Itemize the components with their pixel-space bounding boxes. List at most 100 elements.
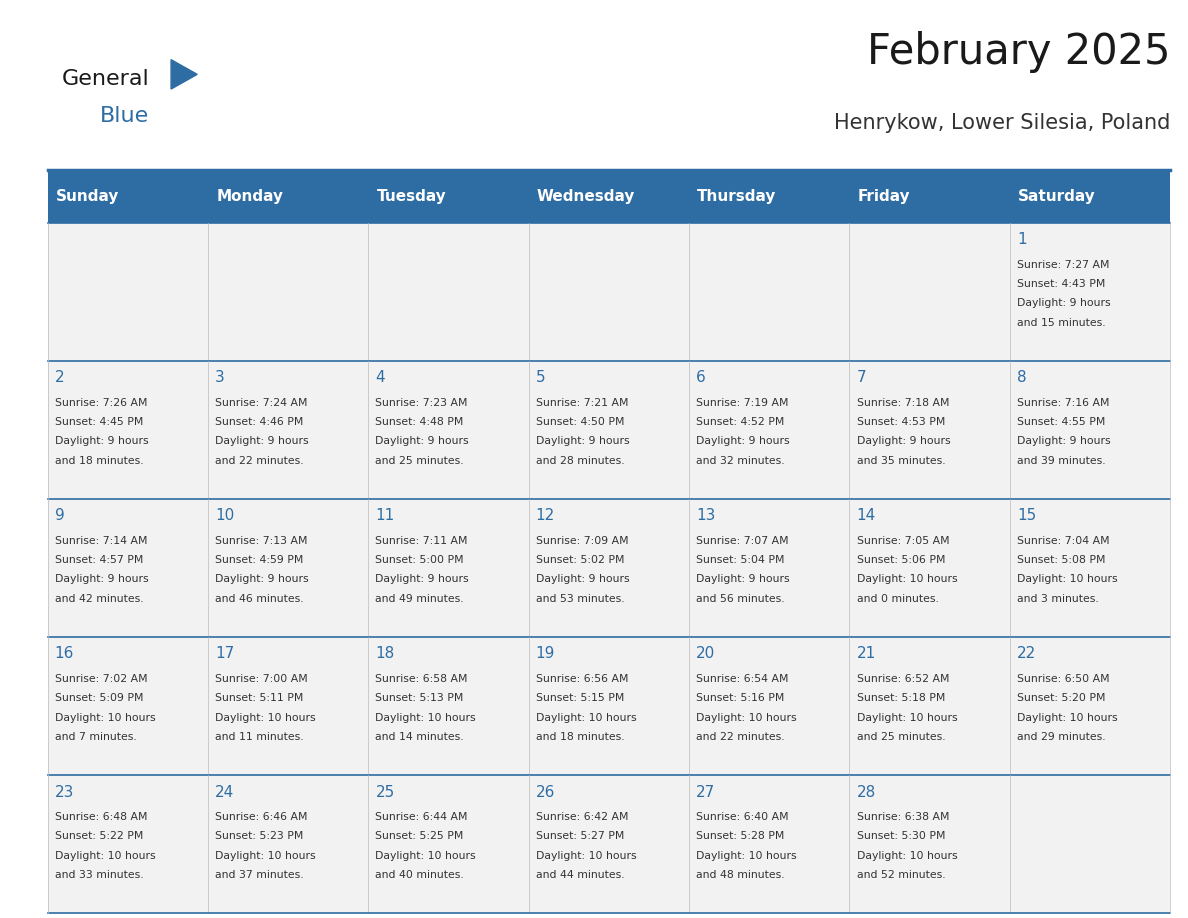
Text: Daylight: 10 hours: Daylight: 10 hours xyxy=(375,851,476,860)
Text: and 25 minutes.: and 25 minutes. xyxy=(857,732,946,742)
Text: Sunrise: 7:18 AM: Sunrise: 7:18 AM xyxy=(857,397,949,408)
Bar xyxy=(689,361,849,499)
Text: Henrykow, Lower Silesia, Poland: Henrykow, Lower Silesia, Poland xyxy=(834,113,1170,133)
Text: and 18 minutes.: and 18 minutes. xyxy=(55,455,144,465)
Text: and 14 minutes.: and 14 minutes. xyxy=(375,732,465,742)
Bar xyxy=(849,637,1010,776)
Text: February 2025: February 2025 xyxy=(867,31,1170,73)
Text: Daylight: 9 hours: Daylight: 9 hours xyxy=(215,575,309,585)
Text: Daylight: 9 hours: Daylight: 9 hours xyxy=(536,575,630,585)
Bar xyxy=(48,637,208,776)
Text: Friday: Friday xyxy=(858,189,910,204)
Text: Sunset: 5:04 PM: Sunset: 5:04 PM xyxy=(696,555,784,565)
Text: and 48 minutes.: and 48 minutes. xyxy=(696,870,785,879)
Text: Sunrise: 7:14 AM: Sunrise: 7:14 AM xyxy=(55,536,147,546)
Text: and 29 minutes.: and 29 minutes. xyxy=(1017,732,1106,742)
Text: Sunset: 4:46 PM: Sunset: 4:46 PM xyxy=(215,417,303,427)
Bar xyxy=(1010,361,1170,499)
Text: and 37 minutes.: and 37 minutes. xyxy=(215,870,304,879)
Text: 18: 18 xyxy=(375,646,394,662)
Text: 7: 7 xyxy=(857,370,866,386)
Text: Daylight: 10 hours: Daylight: 10 hours xyxy=(696,712,797,722)
Text: Daylight: 9 hours: Daylight: 9 hours xyxy=(375,436,469,446)
Text: Sunset: 4:45 PM: Sunset: 4:45 PM xyxy=(55,417,143,427)
Text: 15: 15 xyxy=(1017,509,1036,523)
Text: and 46 minutes.: and 46 minutes. xyxy=(215,594,304,604)
Text: and 52 minutes.: and 52 minutes. xyxy=(857,870,946,879)
Text: 19: 19 xyxy=(536,646,555,662)
Text: and 0 minutes.: and 0 minutes. xyxy=(857,594,939,604)
Text: and 28 minutes.: and 28 minutes. xyxy=(536,455,625,465)
Bar xyxy=(529,499,689,637)
Text: 9: 9 xyxy=(55,509,64,523)
Text: Sunset: 5:28 PM: Sunset: 5:28 PM xyxy=(696,832,784,841)
Bar xyxy=(208,776,368,913)
Text: Sunset: 5:16 PM: Sunset: 5:16 PM xyxy=(696,693,784,703)
Text: 4: 4 xyxy=(375,370,385,386)
Text: Sunset: 5:08 PM: Sunset: 5:08 PM xyxy=(1017,555,1105,565)
Bar xyxy=(208,637,368,776)
Text: Sunset: 5:20 PM: Sunset: 5:20 PM xyxy=(1017,693,1105,703)
Text: 20: 20 xyxy=(696,646,715,662)
Text: Daylight: 10 hours: Daylight: 10 hours xyxy=(215,851,316,860)
Text: Daylight: 9 hours: Daylight: 9 hours xyxy=(1017,298,1111,308)
Text: and 15 minutes.: and 15 minutes. xyxy=(1017,318,1106,328)
Text: and 35 minutes.: and 35 minutes. xyxy=(857,455,946,465)
Text: and 25 minutes.: and 25 minutes. xyxy=(375,455,465,465)
Text: Daylight: 9 hours: Daylight: 9 hours xyxy=(696,575,790,585)
Text: 11: 11 xyxy=(375,509,394,523)
Bar xyxy=(689,637,849,776)
Text: Daylight: 10 hours: Daylight: 10 hours xyxy=(215,712,316,722)
Text: Sunset: 5:11 PM: Sunset: 5:11 PM xyxy=(215,693,303,703)
Text: Sunrise: 7:27 AM: Sunrise: 7:27 AM xyxy=(1017,260,1110,270)
Text: Sunset: 4:57 PM: Sunset: 4:57 PM xyxy=(55,555,143,565)
Text: Sunset: 4:53 PM: Sunset: 4:53 PM xyxy=(857,417,944,427)
Text: General: General xyxy=(62,69,150,89)
Text: Sunset: 5:13 PM: Sunset: 5:13 PM xyxy=(375,693,463,703)
Text: Sunset: 5:02 PM: Sunset: 5:02 PM xyxy=(536,555,624,565)
Text: Sunrise: 6:42 AM: Sunrise: 6:42 AM xyxy=(536,812,628,822)
Text: 26: 26 xyxy=(536,785,555,800)
Text: Daylight: 9 hours: Daylight: 9 hours xyxy=(857,436,950,446)
Text: Sunset: 4:52 PM: Sunset: 4:52 PM xyxy=(696,417,784,427)
Text: Sunset: 5:15 PM: Sunset: 5:15 PM xyxy=(536,693,624,703)
Bar xyxy=(208,361,368,499)
Text: Sunset: 5:23 PM: Sunset: 5:23 PM xyxy=(215,832,303,841)
Text: 12: 12 xyxy=(536,509,555,523)
Text: Sunrise: 6:44 AM: Sunrise: 6:44 AM xyxy=(375,812,468,822)
Text: and 18 minutes.: and 18 minutes. xyxy=(536,732,625,742)
Text: Sunrise: 7:04 AM: Sunrise: 7:04 AM xyxy=(1017,536,1110,546)
Bar xyxy=(529,223,689,361)
Text: and 11 minutes.: and 11 minutes. xyxy=(215,732,304,742)
Text: Daylight: 9 hours: Daylight: 9 hours xyxy=(1017,436,1111,446)
Text: Sunset: 5:18 PM: Sunset: 5:18 PM xyxy=(857,693,944,703)
Text: Daylight: 10 hours: Daylight: 10 hours xyxy=(1017,712,1118,722)
Text: 5: 5 xyxy=(536,370,545,386)
Text: Daylight: 10 hours: Daylight: 10 hours xyxy=(696,851,797,860)
Text: Sunrise: 7:11 AM: Sunrise: 7:11 AM xyxy=(375,536,468,546)
Text: Daylight: 9 hours: Daylight: 9 hours xyxy=(215,436,309,446)
Text: Sunrise: 6:56 AM: Sunrise: 6:56 AM xyxy=(536,674,628,684)
Text: 21: 21 xyxy=(857,646,876,662)
Text: Daylight: 10 hours: Daylight: 10 hours xyxy=(857,575,958,585)
Bar xyxy=(689,499,849,637)
Bar xyxy=(1010,499,1170,637)
Text: Sunset: 5:22 PM: Sunset: 5:22 PM xyxy=(55,832,143,841)
Text: 6: 6 xyxy=(696,370,706,386)
Text: Sunset: 5:00 PM: Sunset: 5:00 PM xyxy=(375,555,465,565)
Bar xyxy=(529,361,689,499)
Text: and 56 minutes.: and 56 minutes. xyxy=(696,594,785,604)
Text: Sunset: 4:59 PM: Sunset: 4:59 PM xyxy=(215,555,303,565)
Text: Sunrise: 7:24 AM: Sunrise: 7:24 AM xyxy=(215,397,308,408)
Bar xyxy=(48,361,208,499)
Text: and 39 minutes.: and 39 minutes. xyxy=(1017,455,1106,465)
Text: and 53 minutes.: and 53 minutes. xyxy=(536,594,625,604)
Text: Sunrise: 6:50 AM: Sunrise: 6:50 AM xyxy=(1017,674,1110,684)
Polygon shape xyxy=(171,60,197,89)
Text: Sunset: 5:06 PM: Sunset: 5:06 PM xyxy=(857,555,944,565)
Bar xyxy=(208,223,368,361)
Bar xyxy=(48,170,1170,223)
Text: Wednesday: Wednesday xyxy=(537,189,636,204)
Text: 14: 14 xyxy=(857,509,876,523)
Text: Sunrise: 7:05 AM: Sunrise: 7:05 AM xyxy=(857,536,949,546)
